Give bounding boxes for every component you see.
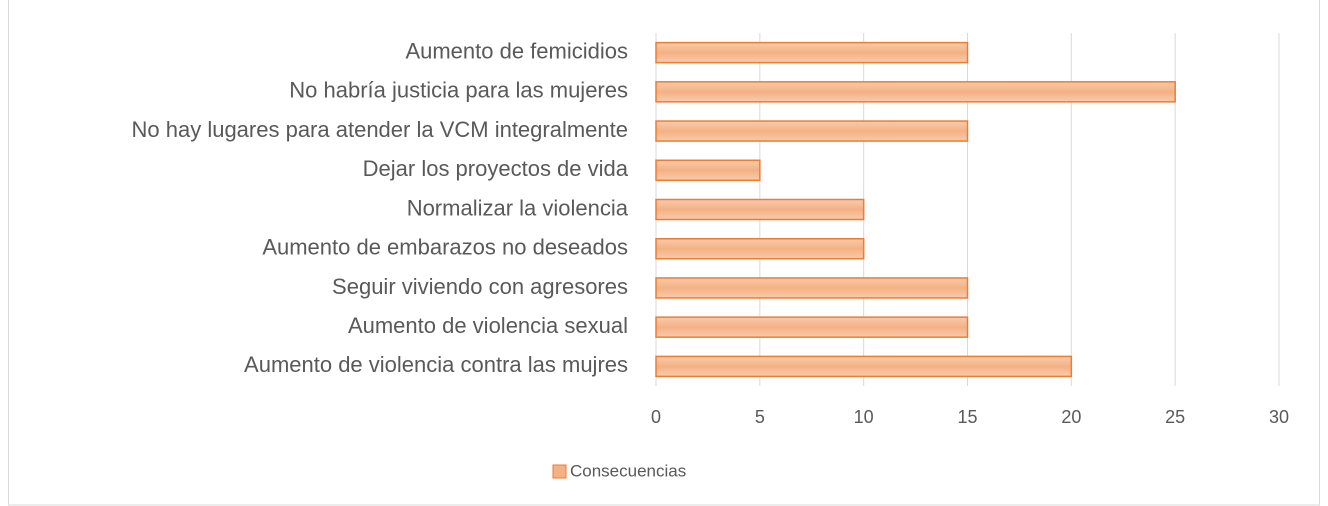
- bar: [655, 120, 969, 142]
- x-tick-label: 15: [957, 407, 977, 427]
- legend-label: Consecuencias: [570, 461, 686, 480]
- y-tick-label: Seguir viviendo con agresores: [332, 274, 628, 299]
- x-tick-label: 10: [854, 407, 874, 427]
- bar: [655, 237, 865, 260]
- x-tick-label: 5: [755, 407, 765, 427]
- bar: [655, 355, 1073, 378]
- y-tick-label: Aumento de femicidios: [405, 38, 628, 63]
- y-tick-label: Aumento de violencia contra las mujres: [244, 352, 628, 377]
- legend-swatch: [552, 464, 567, 479]
- bar: [655, 277, 969, 299]
- y-tick-label: No hay lugares para atender la VCM integ…: [132, 117, 629, 142]
- y-tick-label: Dejar los proyectos de vida: [363, 156, 629, 181]
- x-tick-label: 30: [1269, 407, 1289, 427]
- bar: [655, 81, 1176, 103]
- bar: [655, 316, 969, 338]
- y-tick-label: Aumento de embarazos no deseados: [262, 235, 628, 260]
- x-tick-label: 0: [651, 407, 661, 427]
- x-tick-label: 25: [1165, 407, 1185, 427]
- y-tick-label: Normalizar la violencia: [407, 195, 629, 220]
- x-tick-label: 20: [1061, 407, 1081, 427]
- bar: [655, 41, 969, 64]
- y-tick-label: No habría justicia para las mujeres: [289, 78, 628, 103]
- bar: [655, 159, 761, 182]
- y-tick-label: Aumento de violencia sexual: [348, 313, 628, 338]
- bar: [655, 198, 865, 221]
